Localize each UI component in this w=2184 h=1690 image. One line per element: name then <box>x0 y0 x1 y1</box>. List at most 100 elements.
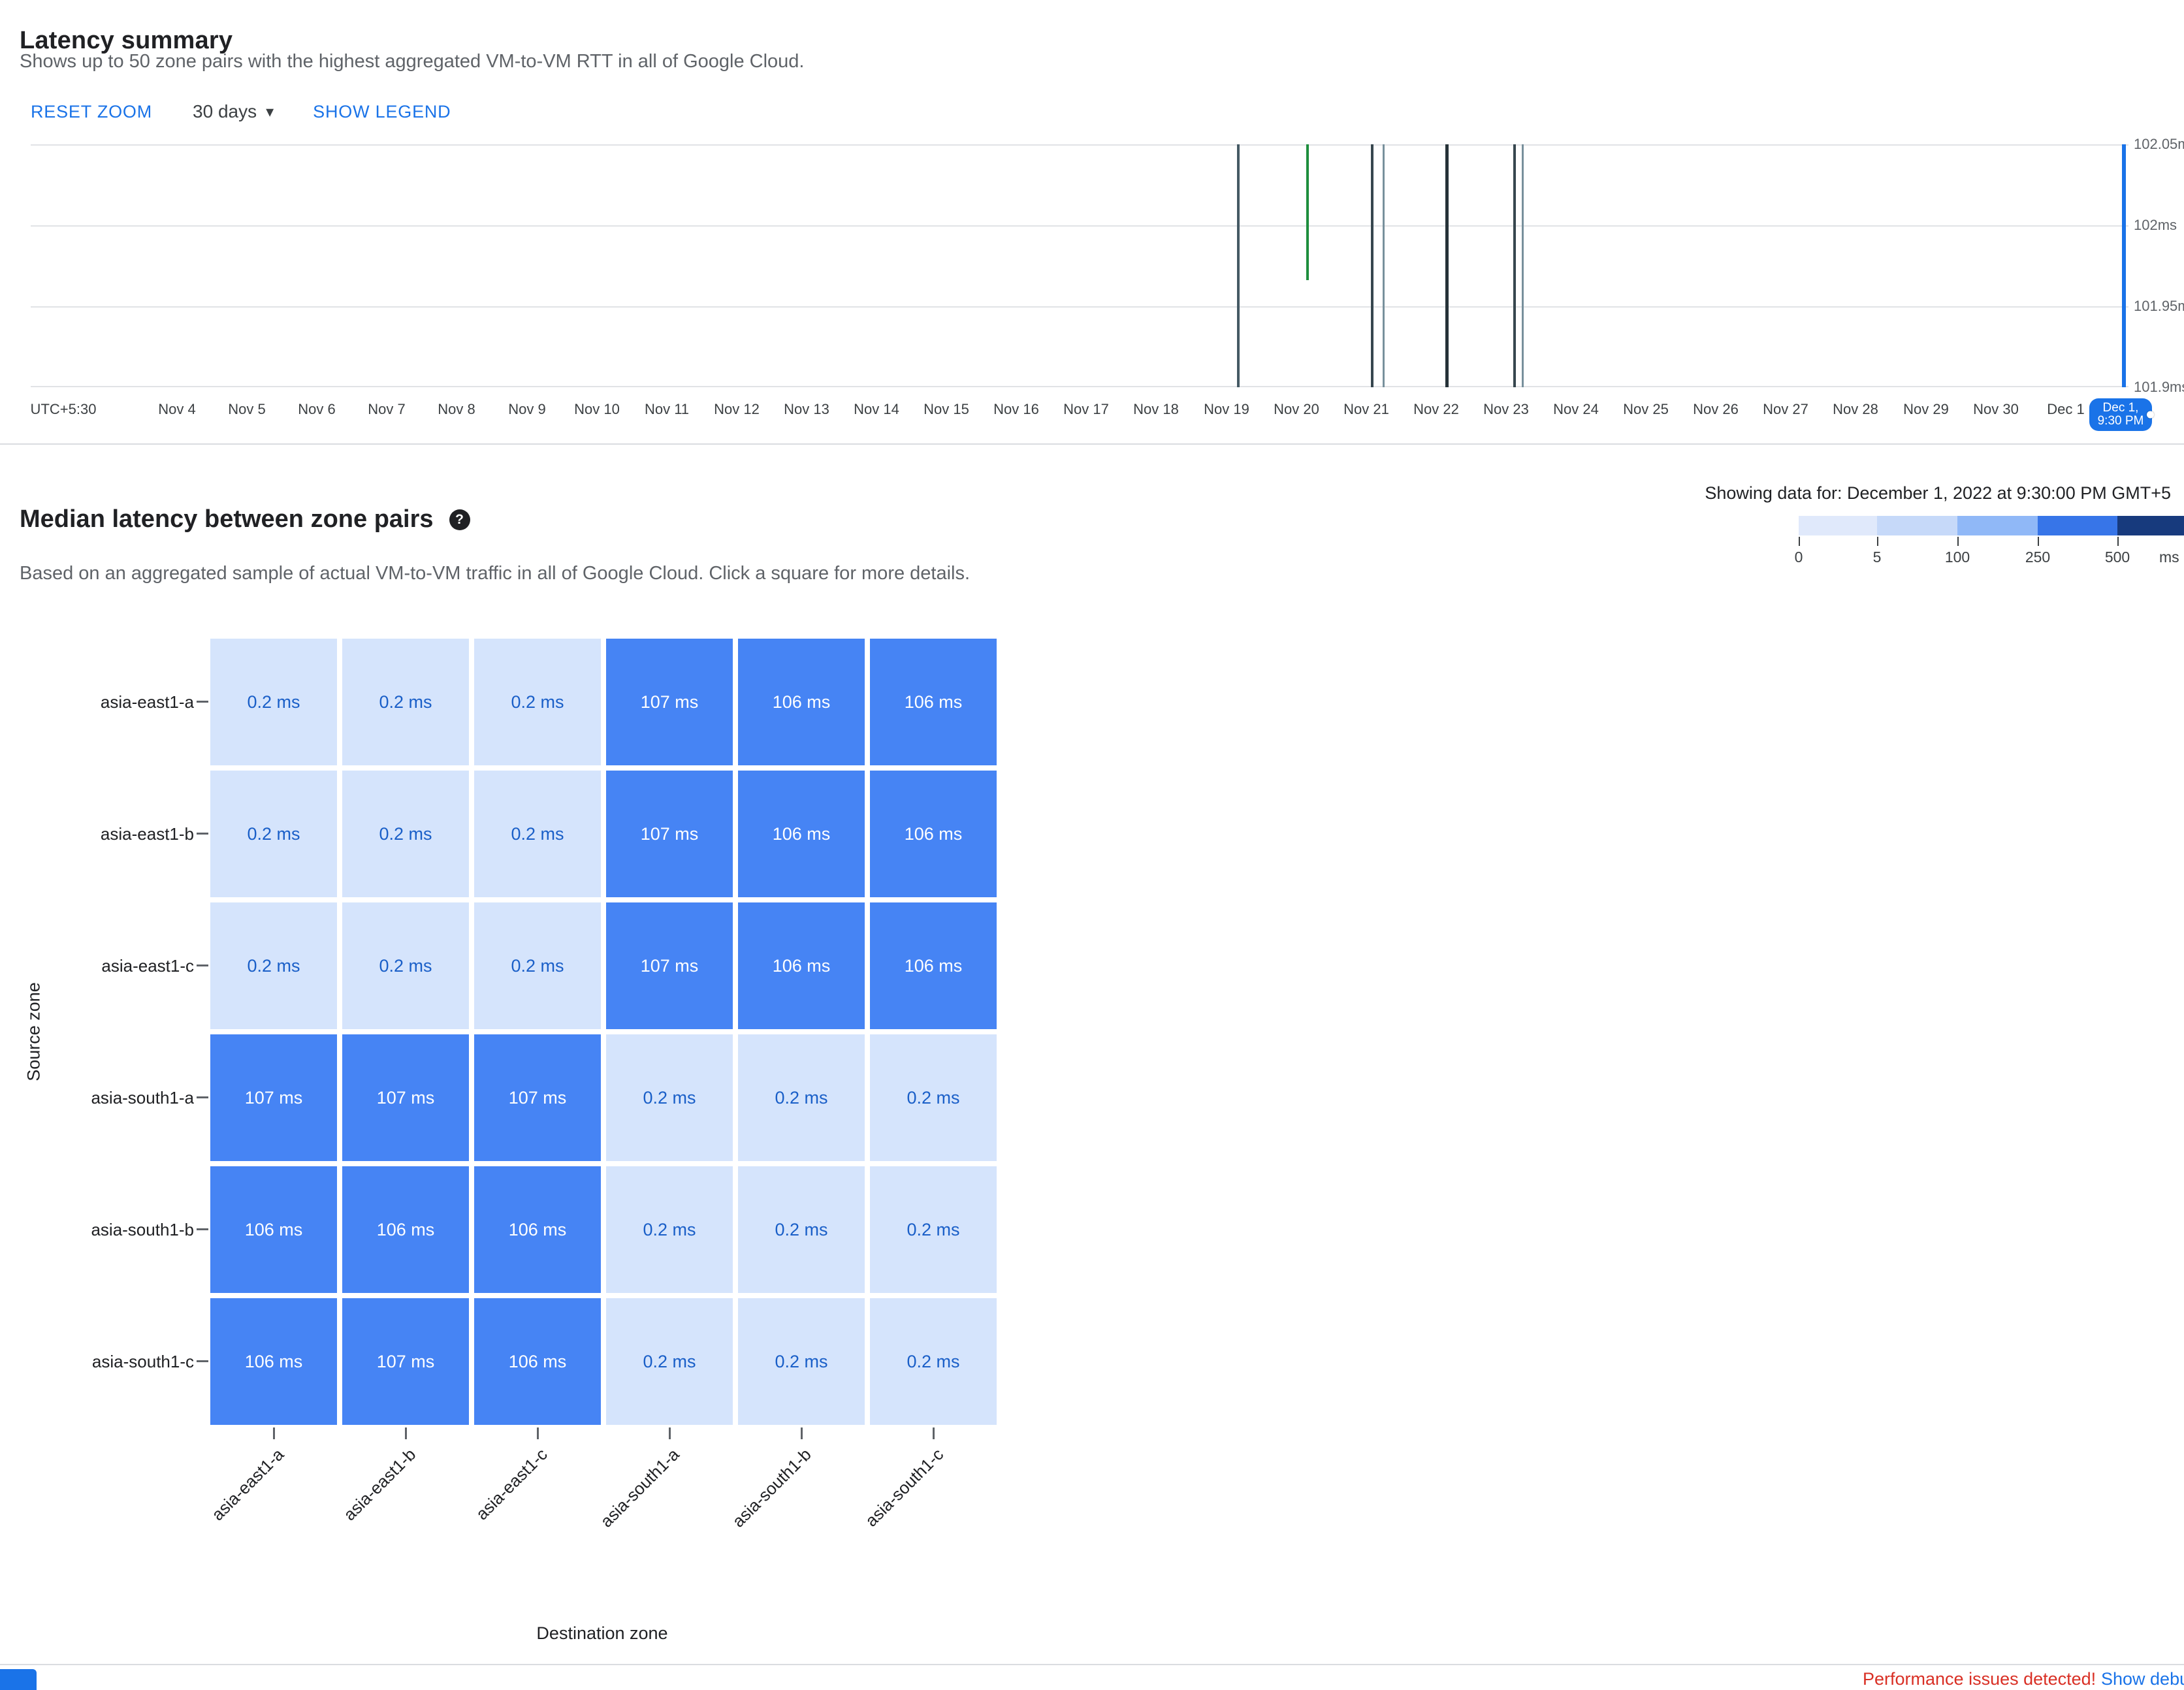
legend-color-segment <box>1799 516 1877 535</box>
destination-zone-col-label: asia-south1-a <box>596 1444 684 1531</box>
source-zone-axis-title: Source zone <box>24 982 44 1081</box>
heatmap-cell[interactable]: 0.2 ms <box>342 771 469 897</box>
chart-toolbar: RESET ZOOM 30 days ▾ SHOW LEGEND <box>31 97 451 127</box>
x-axis-tick-label: Nov 30 <box>1973 401 2019 417</box>
heatmap-cell[interactable]: 106 ms <box>738 771 865 897</box>
heatmap-cell-value: 0.2 ms <box>643 1087 696 1108</box>
x-axis-tick-label: Nov 28 <box>1833 401 1878 417</box>
heatmap-cell[interactable]: 0.2 ms <box>738 1298 865 1425</box>
heatmap-cell[interactable]: 106 ms <box>342 1166 469 1293</box>
legend-tick <box>1877 537 1878 546</box>
time-range-dropdown[interactable]: 30 days ▾ <box>193 101 274 122</box>
col-axis-tick <box>801 1427 803 1439</box>
heatmap-cell[interactable]: 0.2 ms <box>870 1034 997 1161</box>
heatmap-cell-value: 0.2 ms <box>907 1351 960 1371</box>
heatmap-cell[interactable]: 107 ms <box>606 902 733 1029</box>
destination-zone-col-label: asia-south1-b <box>728 1444 816 1531</box>
x-axis-tick-label: Nov 15 <box>923 401 969 417</box>
heatmap-cell[interactable]: 107 ms <box>606 639 733 765</box>
x-axis-tick-label: Nov 18 <box>1133 401 1179 417</box>
heatmap-cell[interactable]: 107 ms <box>606 771 733 897</box>
x-axis-tick-label: Nov 5 <box>228 401 266 417</box>
x-axis-tick-label: Nov 7 <box>368 401 406 417</box>
heatmap-cell-value: 0.2 ms <box>379 823 432 844</box>
legend-color-segment <box>1877 516 1957 535</box>
heatmap-cell-value: 0.2 ms <box>643 1351 696 1371</box>
heatmap-cell[interactable]: 106 ms <box>870 771 997 897</box>
latency-series-spike <box>1371 144 1373 387</box>
heatmap-cell[interactable]: 106 ms <box>738 902 865 1029</box>
col-axis-tick <box>933 1427 935 1439</box>
heatmap-cell[interactable]: 0.2 ms <box>738 1166 865 1293</box>
heatmap-cell[interactable]: 107 ms <box>210 1034 337 1161</box>
heatmap-cell[interactable]: 0.2 ms <box>606 1034 733 1161</box>
heatmap-cell[interactable]: 106 ms <box>474 1166 601 1293</box>
heatmap-cell[interactable]: 0.2 ms <box>870 1166 997 1293</box>
destination-zone-label-wrap: asia-south1-c <box>718 1444 948 1531</box>
debug-panel-corner <box>0 1669 37 1690</box>
col-axis-tick <box>537 1427 539 1439</box>
heatmap-cell-value: 106 ms <box>376 1219 435 1239</box>
chart-x-axis: UTC+5:30 Nov 4 Nov 5 Nov 6 Nov 7 Nov 8 Nov 9 No… <box>0 401 2184 422</box>
x-axis-tick-label: Nov 19 <box>1204 401 1249 417</box>
footer-divider <box>0 1664 2184 1665</box>
latency-series-spike <box>1383 144 1385 387</box>
heatmap-cell[interactable]: 0.2 ms <box>210 771 337 897</box>
legend-tick <box>1957 537 1959 546</box>
y-axis-tick-label: 102.05ms <box>2134 136 2184 152</box>
x-axis-tick-label: Dec 1 <box>2047 401 2085 417</box>
heatmap-cell[interactable]: 107 ms <box>342 1298 469 1425</box>
heatmap-cell[interactable]: 0.2 ms <box>738 1034 865 1161</box>
heatmap-cell[interactable]: 106 ms <box>210 1166 337 1293</box>
destination-zone-col-label: asia-east1-b <box>339 1444 420 1525</box>
heatmap-cell-value: 0.2 ms <box>775 1351 828 1371</box>
heatmap-cell[interactable]: 0.2 ms <box>342 639 469 765</box>
heatmap-cell-value: 107 ms <box>376 1351 435 1371</box>
chart-gridline <box>31 144 2128 146</box>
reset-zoom-button[interactable]: RESET ZOOM <box>31 101 153 121</box>
heatmap-cell[interactable]: 106 ms <box>210 1298 337 1425</box>
heatmap-cell[interactable]: 0.2 ms <box>342 902 469 1029</box>
heatmap-cell[interactable]: 0.2 ms <box>606 1298 733 1425</box>
heatmap-cell-value: 0.2 ms <box>511 692 564 712</box>
heatmap-cell-value: 107 ms <box>640 955 699 976</box>
heatmap-cell[interactable]: 107 ms <box>474 1034 601 1161</box>
show-debug-panel-link[interactable]: Show debug p <box>2101 1669 2184 1689</box>
legend-color-segment <box>2117 516 2184 535</box>
heatmap-cell[interactable]: 0.2 ms <box>606 1166 733 1293</box>
chevron-down-icon: ▾ <box>266 103 274 121</box>
heatmap-cell-value: 106 ms <box>508 1219 567 1239</box>
heatmap-cell[interactable]: 106 ms <box>474 1298 601 1425</box>
heatmap-cell[interactable]: 0.2 ms <box>474 902 601 1029</box>
chart-gridline <box>31 386 2128 387</box>
heatmap-cell-value: 0.2 ms <box>511 955 564 976</box>
row-axis-tick <box>197 1096 208 1098</box>
heatmap-cell[interactable]: 0.2 ms <box>474 639 601 765</box>
section-divider <box>0 443 2184 445</box>
heatmap-cell-value: 0.2 ms <box>247 823 300 844</box>
destination-zone-col-label: asia-east1-c <box>472 1444 552 1524</box>
y-axis-tick-label: 101.9ms <box>2134 379 2184 395</box>
heatmap-cell[interactable]: 107 ms <box>342 1034 469 1161</box>
latency-series-spike <box>2122 144 2126 387</box>
latency-summary-subtitle: Shows up to 50 zone pairs with the highe… <box>20 51 805 72</box>
heatmap-cell-value: 106 ms <box>772 692 831 712</box>
heatmap-cell[interactable]: 106 ms <box>738 639 865 765</box>
x-axis-tick-label: Nov 10 <box>574 401 620 417</box>
show-legend-button[interactable]: SHOW LEGEND <box>313 101 451 121</box>
heatmap-cell-value: 107 ms <box>640 692 699 712</box>
heatmap-cell[interactable]: 0.2 ms <box>210 639 337 765</box>
heatmap-cell[interactable]: 0.2 ms <box>870 1298 997 1425</box>
time-range-value: 30 days <box>193 101 257 121</box>
heatmap-cell-value: 0.2 ms <box>247 692 300 712</box>
heatmap-cell[interactable]: 106 ms <box>870 902 997 1029</box>
heatmap-cell[interactable]: 0.2 ms <box>210 902 337 1029</box>
heatmap-cell[interactable]: 106 ms <box>870 639 997 765</box>
source-zone-row-label: asia-south1-b <box>91 1219 194 1239</box>
latency-timeseries-chart[interactable] <box>31 144 2128 387</box>
heatmap-cell[interactable]: 0.2 ms <box>474 771 601 897</box>
legend-tick-label: 5 <box>1872 549 1882 566</box>
zone-matrix-title: Median latency between zone pairs <box>20 505 434 533</box>
time-cursor-badge[interactable]: Dec 1, 9:30 PM <box>2089 398 2154 431</box>
help-icon[interactable]: ? <box>449 509 470 530</box>
